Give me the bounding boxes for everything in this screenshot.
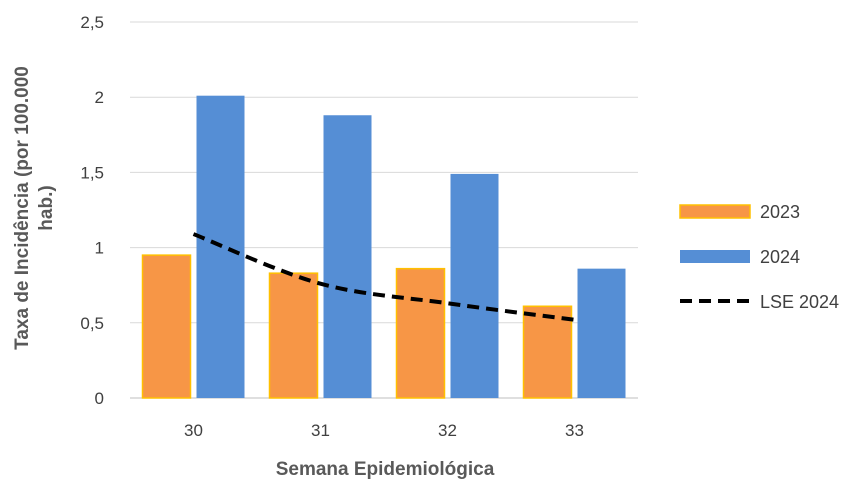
bar-2024-32 [450, 173, 499, 398]
y-tick-label: 1 [95, 239, 104, 258]
legend: 2023 2024 LSE 2024 [679, 202, 839, 312]
y-axis-title-line-1: Taxa de Incidência (por 100.000 [12, 66, 33, 350]
x-tick-label: 31 [311, 421, 330, 440]
bar-2023-32 [395, 267, 446, 399]
y-axis-ticks: 0 0,5 1 1,5 2 2,5 [80, 13, 104, 408]
y-tick-label: 0,5 [80, 314, 104, 333]
legend-label: 2024 [760, 247, 800, 267]
lse-line [192, 232, 575, 322]
x-axis-ticks: 30 31 32 33 [184, 421, 584, 440]
legend-label: 2023 [760, 202, 800, 222]
bar-2024-31 [323, 115, 372, 399]
y-tick-label: 2,5 [80, 13, 104, 32]
x-axis-title: Semana Epidemiológica [276, 459, 495, 480]
y-tick-label: 2 [95, 88, 104, 107]
legend-swatch-2024 [680, 250, 750, 263]
y-axis-title-line-2: hab.) [36, 185, 57, 230]
bar-2024-33 [577, 268, 626, 398]
x-tick-label: 30 [184, 421, 203, 440]
y-tick-label: 1,5 [80, 163, 104, 182]
bar-2023-30 [141, 254, 192, 399]
legend-swatch-2023 [679, 204, 751, 219]
bars [141, 95, 626, 399]
legend-label: LSE 2024 [760, 292, 839, 312]
y-axis-title: Taxa de Incidência (por 100.000 hab.) [12, 66, 57, 350]
y-tick-label: 0 [95, 389, 104, 408]
x-tick-label: 32 [438, 421, 457, 440]
series-line-LSE-2024 [192, 232, 575, 322]
bar-2023-33 [522, 305, 573, 399]
bar-2023-31 [268, 272, 319, 399]
x-tick-label: 33 [565, 421, 584, 440]
